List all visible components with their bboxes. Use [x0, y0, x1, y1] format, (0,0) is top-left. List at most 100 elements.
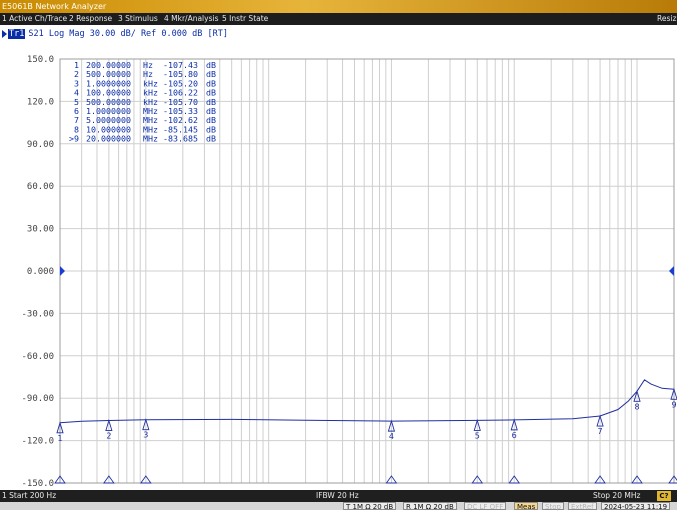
marker-6-icon	[510, 418, 518, 431]
marker-readout-id: 5	[74, 97, 79, 107]
s21-chart[interactable]: 150.0 120.0 90.00 60.00 30.00 0.000 -30.00 -60.…	[0, 42, 677, 490]
marker-readout-freq: 10.000000	[86, 124, 131, 134]
marker-readout-unit: MHz	[143, 115, 158, 125]
marker-readout-id: 3	[74, 78, 79, 88]
marker-readout-id: 8	[74, 124, 79, 134]
trace-badge[interactable]: Tr1	[8, 29, 26, 39]
status-chip: T 1M Ω 20 dB	[343, 502, 397, 511]
marker-5-label: 5	[475, 431, 480, 440]
trace-header-text: S21 Log Mag 30.00 dB/ Ref 0.000 dB [RT]	[28, 29, 228, 39]
marker-readout-id: 2	[74, 69, 79, 79]
marker-1-bottom-icon	[54, 475, 66, 484]
marker-1-icon	[56, 421, 64, 434]
status-chip: ExtRef	[568, 502, 597, 511]
marker-readout-db: dB	[206, 106, 216, 116]
marker-3-label: 3	[143, 431, 148, 440]
marker-5-bottom-icon	[471, 475, 484, 484]
marker-readout-unit: MHz	[143, 124, 158, 134]
y-tick-label: -60.00	[21, 352, 54, 362]
marker-4-label: 4	[389, 432, 394, 441]
y-tick-label: 90.00	[27, 140, 54, 150]
status-bar: T 1M Ω 20 dB R 1M Ω 20 dB DC LF OFF Meas Sto…	[0, 502, 677, 511]
marker-readout-db: dB	[206, 88, 216, 98]
y-tick-label: 0.000	[27, 267, 54, 277]
trace-s21-line	[59, 379, 675, 424]
marker-readout-id: >9	[69, 134, 79, 144]
y-tick-label: 120.0	[27, 97, 54, 107]
marker-readout-db: dB	[206, 60, 216, 70]
plot-area[interactable]: 150.0 120.0 90.00 60.00 30.00 0.000 -30.00 -60.…	[0, 42, 677, 490]
marker-readout-unit: kHz	[143, 78, 158, 88]
status-chip: R 1M Ω 20 dB	[403, 502, 457, 511]
marker-readout-db: dB	[206, 97, 216, 107]
marker-3-icon	[142, 418, 150, 431]
y-tick-label: 60.00	[27, 182, 54, 192]
stop-frequency[interactable]: Stop 20 MHz	[593, 491, 641, 500]
menu-stimulus[interactable]: 3 Stimulus	[118, 14, 158, 23]
marker-readout-value: -105.33	[163, 106, 198, 116]
trace-header[interactable]: Tr1 S21 Log Mag 30.00 dB/ Ref 0.000 dB [R…	[8, 26, 228, 42]
marker-9-bottom-icon	[668, 475, 677, 484]
ifbw-label[interactable]: IFBW 20 Hz	[316, 491, 359, 500]
marker-9-icon	[670, 387, 677, 400]
marker-readout-db: dB	[206, 69, 216, 79]
active-trace-arrow-icon	[2, 30, 7, 38]
marker-readout-unit: kHz	[143, 97, 158, 107]
marker-7-icon	[596, 414, 604, 427]
marker-readout-unit: Hz	[143, 69, 153, 79]
marker-2-bottom-icon	[102, 475, 115, 484]
marker-readout-value: -85.145	[163, 124, 198, 134]
marker-1-label: 1	[57, 434, 62, 443]
marker-8-bottom-icon	[631, 475, 643, 484]
marker-4-bottom-icon	[385, 475, 398, 484]
marker-readout-value: -105.80	[163, 69, 198, 79]
window-title: E5061B Network Analyzer	[0, 0, 677, 13]
marker-readout-unit: kHz	[143, 88, 158, 98]
marker-readout-freq: 5.0000000	[86, 115, 131, 125]
marker-readout-freq: 500.00000	[86, 97, 131, 107]
y-tick-label: 30.00	[27, 225, 54, 235]
menu-active-ch-trace[interactable]: 1 Active Ch/Trace	[2, 14, 68, 23]
marker-2-icon	[105, 418, 113, 431]
status-chip: Stop	[542, 502, 564, 511]
marker-8-label: 8	[634, 402, 639, 411]
marker-9-label: 9	[671, 400, 676, 409]
marker-readout-value: -102.62	[163, 115, 198, 125]
marker-6-label: 6	[512, 431, 517, 440]
marker-readout-id: 4	[74, 88, 79, 98]
marker-7-label: 7	[598, 427, 603, 436]
marker-readout-unit: MHz	[143, 106, 158, 116]
menu-bar: 1 Active Ch/Trace 2 Response 3 Stimulus …	[0, 13, 677, 25]
marker-readout-value: -107.43	[163, 60, 198, 70]
marker-readout-freq: 1.0000000	[86, 78, 131, 88]
marker-readout-freq: 500.00000	[86, 69, 131, 79]
marker-readout-freq: 200.00000	[86, 60, 131, 70]
marker-readout-db: dB	[206, 134, 216, 144]
marker-readout-value: -106.22	[163, 88, 198, 98]
marker-readout-db: dB	[206, 78, 216, 88]
marker-readout-id: 7	[74, 115, 79, 125]
reference-right-arrow-icon	[669, 266, 674, 276]
marker-4-icon	[387, 419, 396, 432]
y-tick-label: -150.0	[21, 479, 54, 489]
reference-left-arrow-icon	[60, 266, 65, 276]
marker-readout-id: 1	[74, 60, 79, 70]
marker-7-bottom-icon	[594, 475, 606, 484]
marker-readout-db: dB	[206, 115, 216, 125]
marker-readout-unit: Hz	[143, 60, 153, 70]
footer-bar: 1 Start 200 Hz IFBW 20 Hz Stop 20 MHz	[0, 490, 677, 502]
menu-instr-state[interactable]: 5 Instr State	[222, 14, 269, 23]
menu-resize[interactable]: Resiz	[657, 14, 677, 23]
start-frequency[interactable]: 1 Start 200 Hz	[2, 491, 57, 500]
marker-6-bottom-icon	[508, 475, 521, 484]
y-tick-label: -120.0	[21, 437, 54, 447]
marker-readout-value: -83.685	[163, 134, 198, 144]
marker-readout-db: dB	[206, 124, 216, 134]
marker-readout-value: -105.70	[163, 97, 198, 107]
y-tick-label: 150.0	[27, 55, 54, 65]
marker-readout-freq: 1.0000000	[86, 106, 131, 116]
marker-3-bottom-icon	[139, 475, 152, 484]
menu-response[interactable]: 2 Response	[69, 14, 113, 23]
menu-mkr-analysis[interactable]: 4 Mkr/Analysis	[164, 14, 219, 23]
marker-5-icon	[473, 418, 481, 431]
